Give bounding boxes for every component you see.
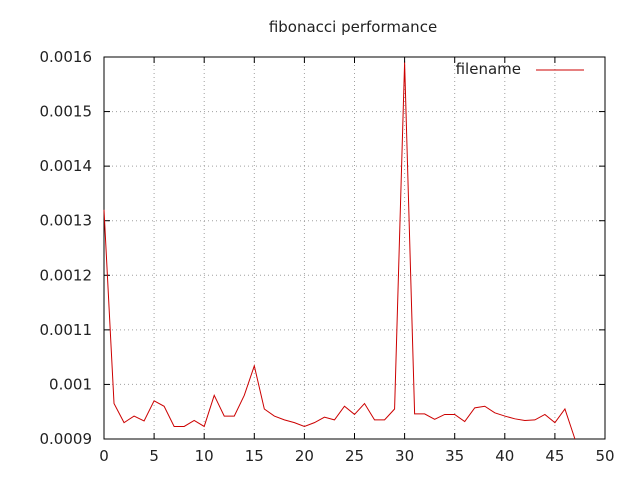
plot-frame (103, 56, 606, 440)
y-tick-label: 0.0014 (40, 157, 93, 175)
chart-title: fibonacci performance (269, 18, 437, 36)
x-tick-label: 0 (99, 447, 109, 465)
x-tick-label: 20 (295, 447, 314, 465)
x-tick-label: 30 (395, 447, 414, 465)
series-line (103, 62, 576, 440)
tick-labels: 0 5 10 15 20 25 30 35 40 45 50 0.0009 0.001 0.0011 0.0… (40, 48, 615, 465)
grid (104, 57, 605, 439)
y-tick-label: 0.0016 (40, 48, 93, 66)
legend-label: filename (456, 60, 521, 78)
y-tick-label: 0.0012 (40, 266, 93, 284)
axes (103, 56, 606, 440)
x-tick-label: 35 (445, 447, 464, 465)
x-tick-label: 5 (149, 447, 159, 465)
x-tick-label: 25 (345, 447, 364, 465)
x-tick-label: 40 (495, 447, 514, 465)
x-tick-label: 45 (545, 447, 564, 465)
series-layer (103, 62, 576, 440)
legend: filename (456, 60, 584, 78)
y-tick-label: 0.001 (49, 375, 92, 393)
x-tick-label: 50 (595, 447, 614, 465)
x-tick-label: 10 (195, 447, 214, 465)
y-tick-label: 0.0009 (40, 430, 93, 448)
y-tick-label: 0.0013 (40, 212, 93, 230)
y-tick-label: 0.0011 (40, 321, 93, 339)
x-tick-label: 15 (245, 447, 264, 465)
y-tick-label: 0.0015 (40, 103, 93, 121)
